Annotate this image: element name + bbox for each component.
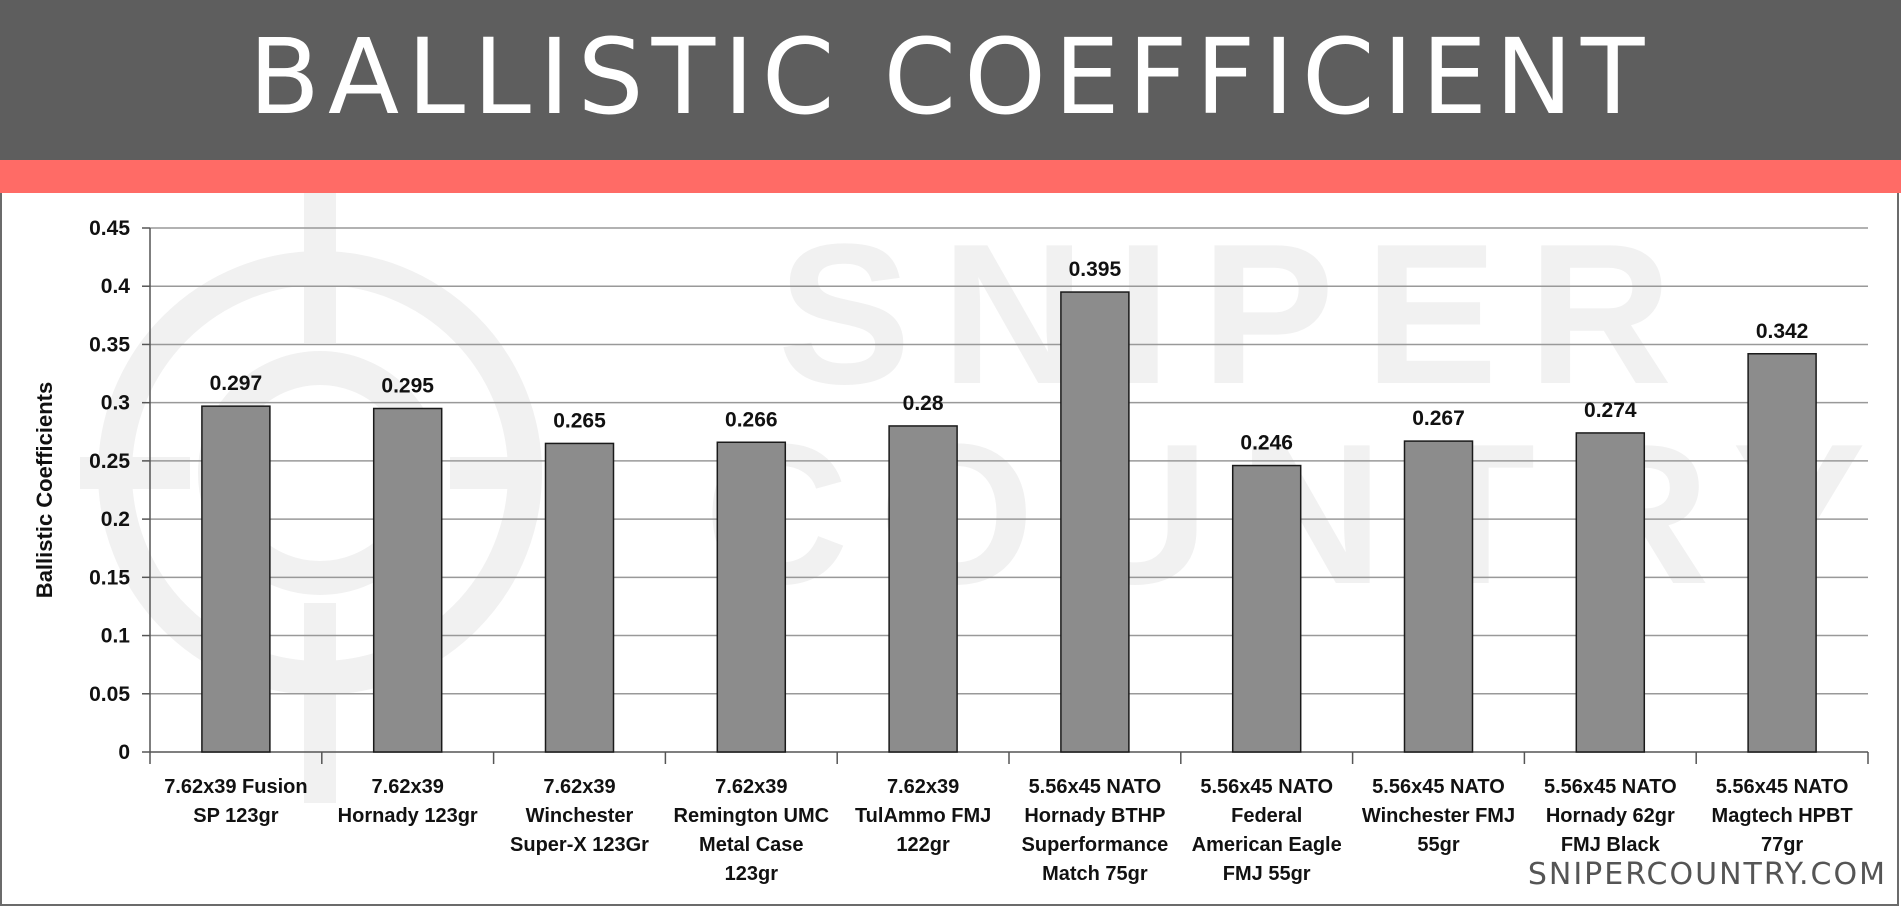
x-tick-label: 7.62x39 Remington UMC Metal Case 123gr [674, 776, 830, 885]
label-layer: 0 0.05 0.1 0.15 0.2 0.25 0.3 0.35 0.4 0.45 0.297 7.… [89, 217, 1853, 885]
bar [1575, 432, 1646, 753]
bar [1060, 291, 1130, 753]
data-label: 0.246 [1240, 432, 1293, 455]
y-tick-label: 0 [118, 741, 130, 764]
y-tick-label: 0.05 [89, 683, 130, 706]
y-tick-label: 0.4 [101, 275, 131, 298]
page-title: BALLISTIC COEFFICIENT [248, 16, 1653, 138]
x-tick-label: 7.62x39 Hornady 123gr [338, 776, 478, 827]
bar [1403, 440, 1474, 753]
header-banner: BALLISTIC COEFFICIENT [0, 0, 1901, 160]
data-label: 0.265 [553, 409, 606, 432]
bar [1747, 353, 1817, 753]
y-tick-label: 0.15 [89, 566, 130, 589]
bar-layer [201, 291, 1817, 753]
x-tick-label: 5.56x45 NATO Hornady 62gr FMJ Black [1544, 776, 1677, 856]
x-tick-label: 5.56x45 NATO Federal American Eagle FMJ 55g… [1192, 776, 1342, 885]
data-label: 0.267 [1412, 407, 1465, 430]
bar [201, 405, 271, 753]
data-label: 0.266 [725, 408, 778, 431]
data-label: 0.28 [903, 392, 944, 415]
chart-frame [0, 193, 1899, 906]
x-tick-label: 5.56x45 NATO Magtech HPBT 77gr [1712, 776, 1853, 856]
data-label: 0.274 [1584, 399, 1637, 422]
x-tick-label: 7.62x39 Winchester Super-X 123Gr [510, 776, 649, 856]
x-tick-label: 5.56x45 NATO Hornady BTHP Superformance Mat… [1022, 776, 1169, 885]
accent-stripe [0, 160, 1901, 193]
x-tick-label: 7.62x39 Fusion SP 123gr [164, 776, 307, 827]
data-label: 0.297 [210, 372, 263, 395]
y-axis-label: Ballistic Coefficients [32, 382, 57, 598]
footer-brand: SNIPERCOUNTRY.COM [1527, 857, 1887, 892]
bar [544, 442, 615, 753]
data-label: 0.342 [1756, 320, 1809, 343]
bar [1231, 464, 1302, 753]
bar [888, 425, 958, 753]
y-tick-label: 0.45 [89, 217, 130, 240]
y-tick-label: 0.3 [101, 392, 130, 415]
y-tick-label: 0.1 [101, 625, 131, 648]
data-label: 0.295 [381, 374, 434, 397]
y-tick-label: 0.2 [101, 508, 130, 531]
y-tick-label: 0.25 [89, 450, 130, 473]
data-label: 0.395 [1069, 258, 1122, 281]
x-tick-label: 7.62x39 TulAmmo FMJ 122gr [855, 776, 991, 856]
bar [716, 441, 787, 753]
x-tick-label: 5.56x45 NATO Winchester FMJ 55gr [1362, 776, 1515, 856]
bar [372, 407, 443, 753]
y-tick-label: 0.35 [89, 333, 130, 356]
